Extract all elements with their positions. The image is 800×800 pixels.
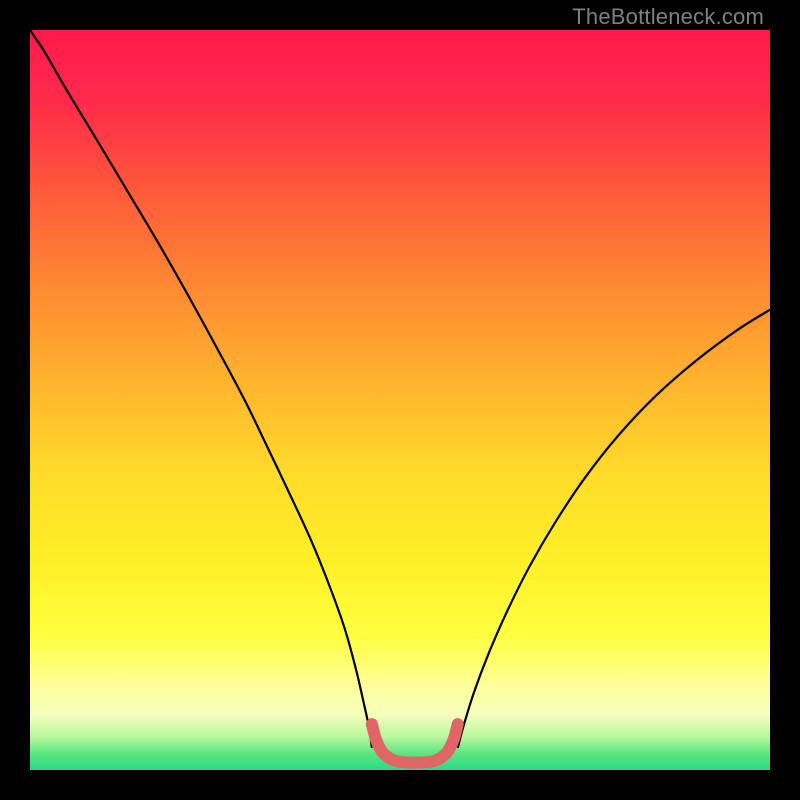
gradient-background: [30, 30, 770, 770]
chart-frame: [0, 0, 800, 800]
bottleneck-chart: [30, 30, 770, 770]
watermark-text: TheBottleneck.com: [572, 4, 764, 30]
